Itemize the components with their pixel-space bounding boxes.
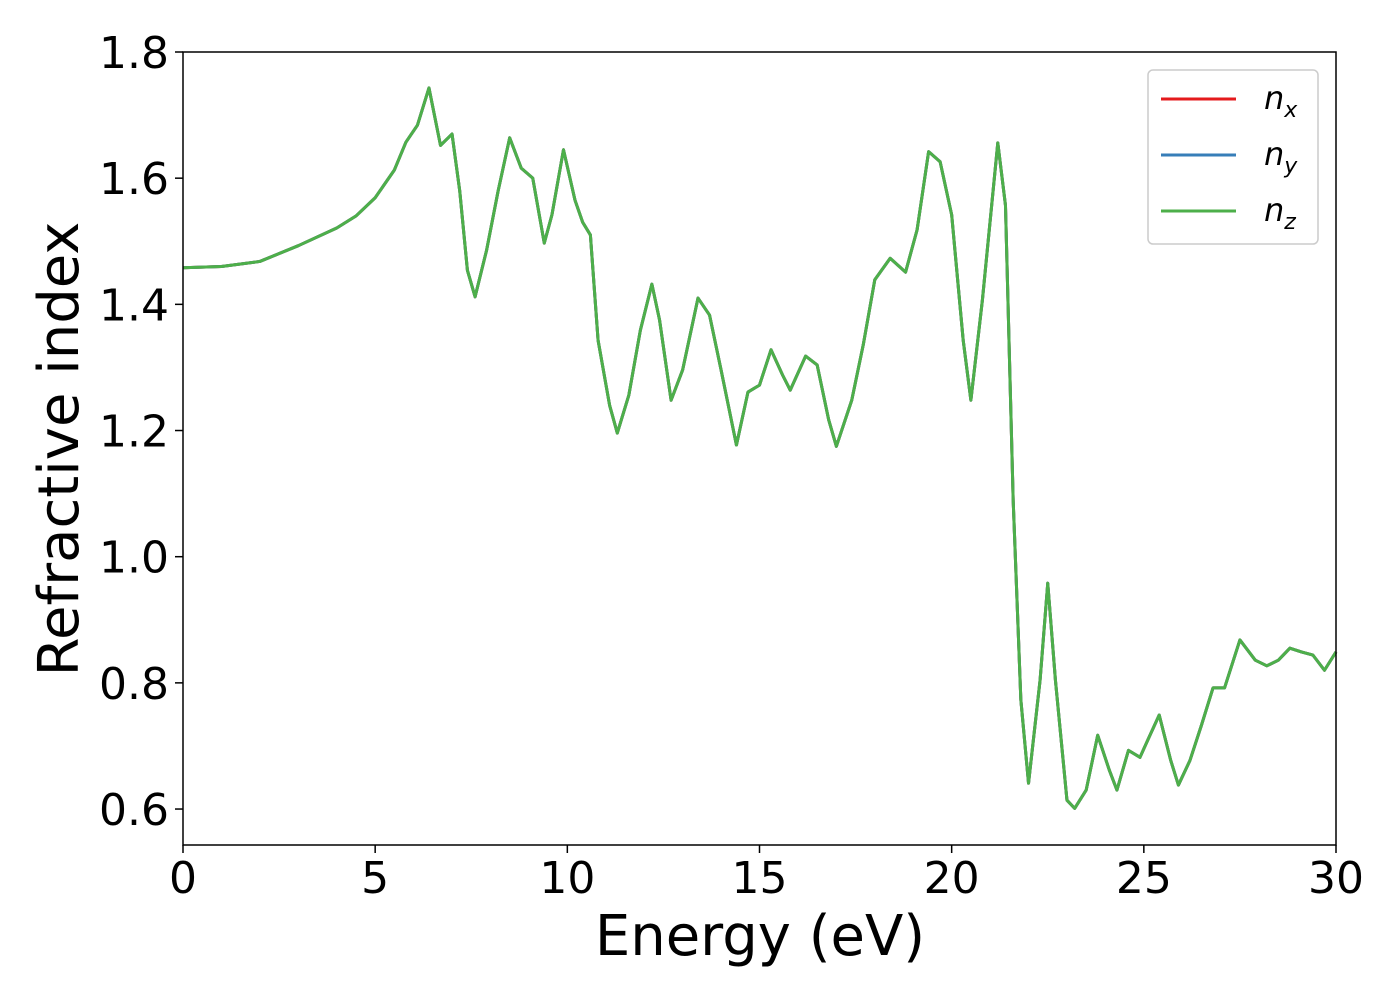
legend-label: nx: [1264, 79, 1298, 123]
y-tick-label: 1.4: [99, 280, 169, 331]
data-line: [182, 86, 1338, 810]
y-tick-label: 1.8: [99, 28, 169, 79]
x-axis-label: Energy (eV): [595, 904, 925, 969]
x-tick-label: 30: [1308, 853, 1364, 904]
y-tick-label: 0.8: [99, 659, 169, 710]
x-tick-label: 20: [924, 853, 980, 904]
legend-label: nz: [1264, 191, 1296, 235]
y-tick-label: 1.0: [99, 533, 169, 584]
x-tick-label: 0: [169, 853, 197, 904]
x-tick-label: 25: [1116, 853, 1172, 904]
legend-frame: [1147, 69, 1319, 245]
y-tick-label: 1.2: [99, 407, 169, 458]
x-tick-label: 10: [539, 853, 595, 904]
y-tick-label: 1.6: [99, 154, 169, 205]
x-tick-label: 15: [732, 853, 788, 904]
y-axis-label: Refractive index: [27, 222, 92, 677]
legend: nx ny nz: [1147, 69, 1319, 245]
legend-label: ny: [1264, 135, 1298, 179]
x-tick-label: 5: [361, 853, 389, 904]
y-tick-label: 0.6: [99, 785, 169, 836]
axes-frame: [182, 51, 1337, 846]
